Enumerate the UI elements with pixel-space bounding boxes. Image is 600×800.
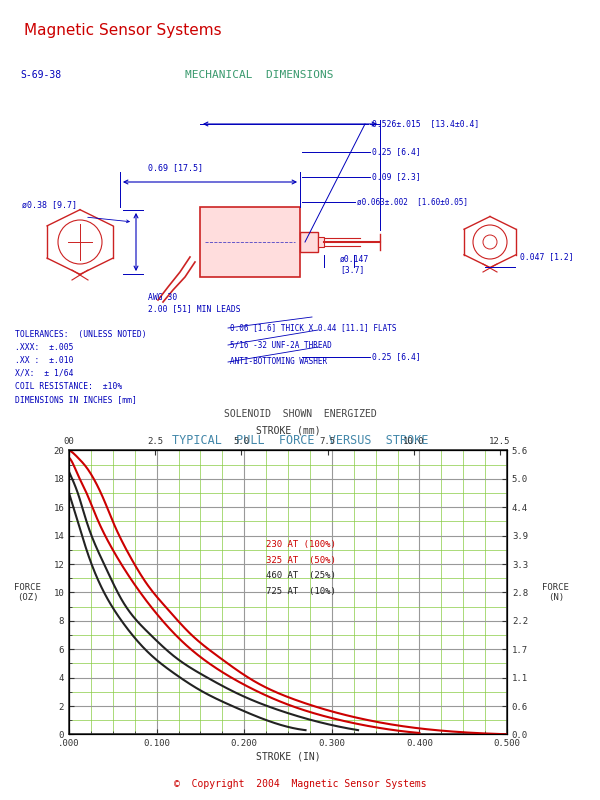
Text: 0.25 [6.4]: 0.25 [6.4] bbox=[372, 353, 421, 362]
Bar bbox=[300, 232, 318, 252]
X-axis label: STROKE (mm): STROKE (mm) bbox=[256, 426, 320, 436]
Text: S-69-38: S-69-38 bbox=[20, 70, 61, 80]
Text: SOLENOID  SHOWN  ENERGIZED: SOLENOID SHOWN ENERGIZED bbox=[224, 409, 376, 419]
Text: TYPICAL  PULL  FORCE  VERSUS  STROKE: TYPICAL PULL FORCE VERSUS STROKE bbox=[172, 434, 428, 446]
Text: Magnetic Sensor Systems: Magnetic Sensor Systems bbox=[23, 22, 221, 38]
Y-axis label: FORCE
(N): FORCE (N) bbox=[542, 582, 569, 602]
Text: 325 AT  (50%): 325 AT (50%) bbox=[266, 555, 336, 565]
Text: 0.526±.015  [13.4±0.4]: 0.526±.015 [13.4±0.4] bbox=[372, 119, 479, 129]
Bar bbox=[318, 237, 324, 247]
Text: TOLERANCES:  (UNLESS NOTED): TOLERANCES: (UNLESS NOTED) bbox=[15, 330, 146, 339]
Text: [3.7]: [3.7] bbox=[340, 265, 364, 274]
Text: 5/16 -32 UNF-2A THREAD: 5/16 -32 UNF-2A THREAD bbox=[230, 340, 332, 349]
Text: ©  Copyright  2004  Magnetic Sensor Systems: © Copyright 2004 Magnetic Sensor Systems bbox=[173, 779, 427, 789]
Text: 0.09 [2.3]: 0.09 [2.3] bbox=[372, 173, 421, 182]
Text: DIMENSIONS IN INCHES [mm]: DIMENSIONS IN INCHES [mm] bbox=[15, 395, 137, 404]
Text: 725 AT  (10%): 725 AT (10%) bbox=[266, 587, 336, 596]
Text: .XX :  ±.010: .XX : ±.010 bbox=[15, 356, 74, 365]
Text: AWG 30: AWG 30 bbox=[148, 293, 177, 302]
Text: X/X:  ± 1/64: X/X: ± 1/64 bbox=[15, 369, 74, 378]
Text: .XXX:  ±.005: .XXX: ±.005 bbox=[15, 343, 74, 352]
Text: ø0.38 [9.7]: ø0.38 [9.7] bbox=[22, 200, 77, 209]
Text: 0.047 [1.2]: 0.047 [1.2] bbox=[520, 253, 574, 262]
Text: MECHANICAL  DIMENSIONS: MECHANICAL DIMENSIONS bbox=[185, 70, 334, 80]
Text: 0.25 [6.4]: 0.25 [6.4] bbox=[372, 147, 421, 157]
X-axis label: STROKE (IN): STROKE (IN) bbox=[256, 751, 320, 761]
Text: 0.69 [17.5]: 0.69 [17.5] bbox=[148, 163, 203, 172]
Text: ø0.063±.002  [1.60±0.05]: ø0.063±.002 [1.60±0.05] bbox=[357, 198, 468, 206]
Text: ø0.147: ø0.147 bbox=[340, 255, 369, 264]
Text: FORCE
(OZ): FORCE (OZ) bbox=[14, 582, 41, 602]
Text: COIL RESISTANCE:  ±10%: COIL RESISTANCE: ±10% bbox=[15, 382, 122, 391]
Text: 460 AT  (25%): 460 AT (25%) bbox=[266, 571, 336, 580]
Bar bbox=[200, 207, 300, 277]
Text: 0.06 [1.6] THICK X 0.44 [11.1] FLATS: 0.06 [1.6] THICK X 0.44 [11.1] FLATS bbox=[230, 323, 397, 332]
Text: 2.00 [51] MIN LEADS: 2.00 [51] MIN LEADS bbox=[148, 304, 241, 313]
Text: ANTI-BOTTOMING WASHER: ANTI-BOTTOMING WASHER bbox=[230, 357, 327, 366]
Text: 230 AT (100%): 230 AT (100%) bbox=[266, 540, 336, 549]
